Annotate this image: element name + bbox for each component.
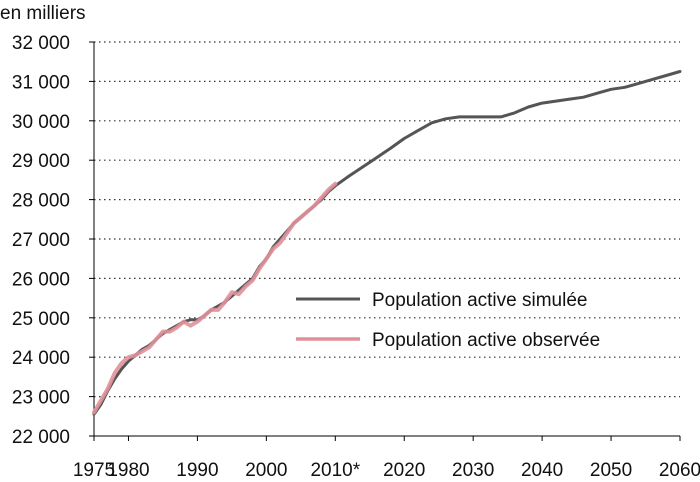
x-tick-label: 2050 bbox=[590, 460, 632, 481]
y-unit-label: en milliers bbox=[0, 3, 86, 24]
legend-label-simulated: Population active simulée bbox=[372, 290, 587, 311]
x-tick-label: 2020 bbox=[383, 460, 425, 481]
series-lines bbox=[92, 70, 682, 416]
y-tick-label: 26 000 bbox=[12, 269, 70, 290]
x-tick-label: 2000 bbox=[245, 460, 287, 481]
legend: Population active simulée Population act… bbox=[296, 290, 600, 351]
y-tick-label: 31 000 bbox=[12, 72, 70, 93]
x-tick-label: 2060 bbox=[659, 460, 700, 481]
legend-label-observed: Population active observée bbox=[372, 330, 600, 351]
x-tick-label: 1975 bbox=[73, 460, 115, 481]
x-tick-label: 2030 bbox=[452, 460, 494, 481]
y-tick-label: 24 000 bbox=[12, 348, 70, 369]
y-tick-label: 27 000 bbox=[12, 230, 70, 251]
x-tick-label: 1990 bbox=[176, 460, 218, 481]
x-tick-label: 2010* bbox=[310, 460, 360, 481]
y-tick-label: 22 000 bbox=[12, 427, 70, 448]
y-tick-label: 32 000 bbox=[12, 33, 70, 54]
y-tick-label: 28 000 bbox=[12, 191, 70, 212]
series-line-observed bbox=[92, 181, 338, 415]
y-axis-ticks: 22 000 23 000 24 000 25 000 26 000 27 000 28 0… bbox=[12, 33, 94, 448]
y-tick-label: 23 000 bbox=[12, 388, 70, 409]
y-tick-label: 29 000 bbox=[12, 151, 70, 172]
y-tick-label: 25 000 bbox=[12, 309, 70, 330]
x-tick-label: 1980 bbox=[107, 460, 149, 481]
series-line-simulated bbox=[92, 70, 682, 416]
x-tick-label: 2040 bbox=[521, 460, 563, 481]
y-tick-label: 30 000 bbox=[12, 112, 70, 133]
